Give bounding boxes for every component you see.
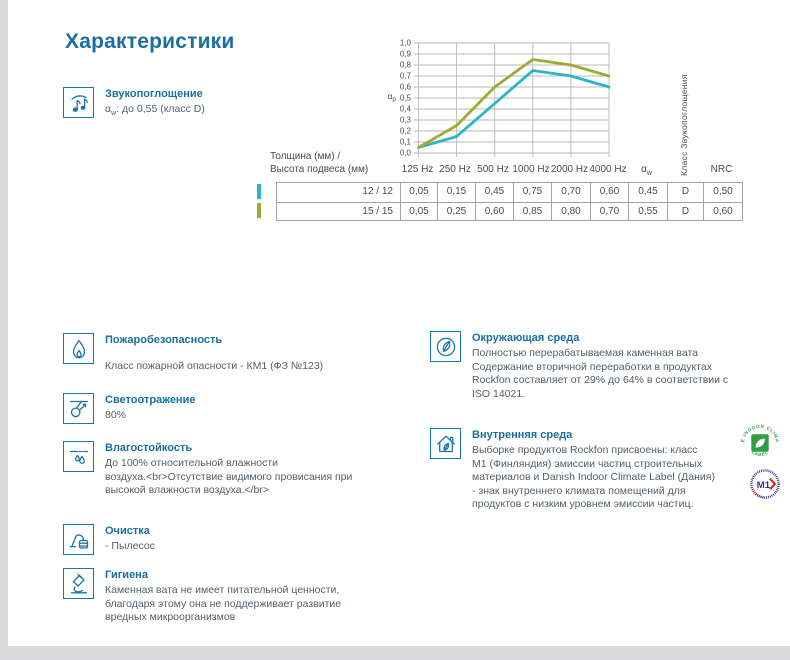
table-cell: 0,80 [551,201,590,220]
music-notes-icon [63,87,94,118]
table-cell: 0,60 [590,183,628,202]
lamp-icon [63,393,94,424]
table-cell: 0,70 [590,201,628,220]
table-cell: 0,50 [703,183,742,202]
section-body: До 100% относительной влажности воздуха.… [105,457,353,496]
microscope-icon [63,568,94,599]
section-cleaning: Очистка - Пылесос [63,524,365,555]
table-cell: 0,75 [513,183,551,202]
table-cell: 0,60 [475,201,513,220]
m1-emission-badge: M1 [748,467,782,501]
svg-text:0,7: 0,7 [400,72,412,81]
m1-chevron [769,478,777,490]
table-cell: 0,70 [551,183,590,202]
section-indoor-environment: Внутренняя среда Выборке продуктов Rockf… [430,428,740,512]
svg-text:0,1: 0,1 [400,138,412,147]
section-heading: Очистка [105,525,150,537]
section-sound-absorption: Звукопоглощение αw: до 0,55 (класс D) [63,87,205,118]
svg-text:1,0: 1,0 [400,39,412,48]
m1-label: M1 [757,480,771,491]
badge-ring-bottom-text: LABEL [751,450,769,457]
badge-leaf-shape [755,438,766,448]
svg-text:0,2: 0,2 [400,127,412,136]
table-header-cell: 500 Hz [477,164,509,175]
section-moisture-resistance: Влагостойкость До 100% относительной вла… [63,441,373,498]
badge-ring-text-decoration [750,469,780,499]
section-body: Каменная вата не имеет питательной ценно… [105,584,342,623]
absorption-class-vertical-label: Класс Звукопоглощения [679,74,689,176]
corner-label-line1: Толщина (мм) / [270,151,341,162]
section-heading: Влагостойкость [105,442,193,454]
alpha-sub: w [111,110,117,118]
row-indicator-1 [257,184,261,199]
flame-icon [63,333,94,364]
table-cell: 0,15 [437,183,475,202]
table-cell: 0,45 [475,183,513,202]
sound-heading: Звукопоглощение [105,88,203,100]
svg-text:0,4: 0,4 [400,105,412,114]
section-heading: Светоотражение [105,394,196,406]
row-indicator-2 [257,202,261,218]
table-header-cell: 4000 Hz [589,164,627,175]
svg-text:0,9: 0,9 [400,50,412,59]
table-cell: 0,85 [513,201,551,220]
section-heading: Гигиена [105,569,148,581]
section-body: Класс пожарной опасности - КМ1 (ФЗ №123) [105,360,324,372]
absorption-table: 12 / 12 0,05 0,15 0,45 0,75 0,70 0,60 0,… [276,182,743,221]
alpha-sub: w [646,170,652,177]
section-fire-safety: Пожаробезопасность Класс пожарной опасно… [63,333,365,374]
section-environment: Окружающая среда Полностью перерабатывае… [430,331,740,401]
section-body: 80% [105,409,127,421]
page-title: Характеристики [65,30,235,53]
document-page: Характеристики Звукопоглощение αw: до 0,… [8,0,790,646]
section-body: Выборке продуктов Rockfon присвоены: кла… [472,444,715,510]
table-cell: 0,05 [400,201,437,220]
water-drops-icon [63,441,94,472]
table-cell: 0,60 [703,201,742,220]
section-heading: Внутренняя среда [472,429,573,441]
table-header-empty [276,163,399,181]
table-row-label: 12 / 12 [362,186,393,197]
svg-text:LABEL: LABEL [751,450,769,457]
svg-text:0,0: 0,0 [400,149,412,158]
table-cell: 0,25 [437,201,475,220]
table-header-alpha-w: αw [627,163,666,181]
table-cell: D [667,201,703,220]
svg-text:0,6: 0,6 [400,83,412,92]
sound-value-text: : до 0,55 (класс D) [116,103,205,115]
corner-label-line2: Высота подвеса (мм) [270,163,369,175]
alpha-symbol: α [105,103,112,115]
alpha-symbol: α [641,164,647,175]
table-cell: D [667,183,703,202]
table-header-cell: 1000 Hz [512,164,550,175]
table-header-cell: 250 Hz [439,164,471,175]
svg-text:αp: αp [387,91,396,103]
sound-value: αw: до 0,55 (класс D) [105,103,205,117]
table-header-cell: 2000 Hz [550,164,589,175]
indoor-climate-label-badge: THE INDOOR CLIMATE LABEL [738,421,782,465]
table-header-class [666,163,702,181]
svg-text:0,5: 0,5 [400,94,412,103]
table-header-nrc: NRC [710,164,733,175]
table-cell: 0,05 [400,183,437,202]
svg-text:0,8: 0,8 [400,61,412,70]
sound-absorption-chart: 0,0 0,1 0,2 0,3 0,4 0,5 0,6 0,7 0,8 0,9 1,0 αp [387,39,611,158]
section-body: - Пылесос [105,540,155,552]
section-heading: Окружающая среда [472,332,580,344]
table-cell: 0,55 [628,201,667,220]
badge-ring-red-arc [751,488,765,499]
svg-text:0,3: 0,3 [400,116,412,125]
vacuum-cleaner-icon [63,524,94,555]
table-header-cell: 125 Hz [401,164,434,175]
section-body: Полностью перерабатываемая каменная вата… [472,347,729,400]
section-light-reflection: Светоотражение 80% [63,393,365,424]
section-heading: Пожаробезопасность [105,334,223,346]
house-leaf-icon [430,428,461,459]
leaf-circle-icon [430,331,461,362]
table-cell: 0,45 [628,183,667,202]
table-corner-label: Толщина (мм) / Высота подвеса (мм) [270,151,368,176]
table-header-row: 125 Hz 250 Hz 500 Hz 1000 Hz 2000 Hz 400… [276,163,741,177]
table-row-label: 15 / 15 [277,201,400,221]
section-hygiene: Гигиена Каменная вата не имеет питательн… [63,568,373,625]
